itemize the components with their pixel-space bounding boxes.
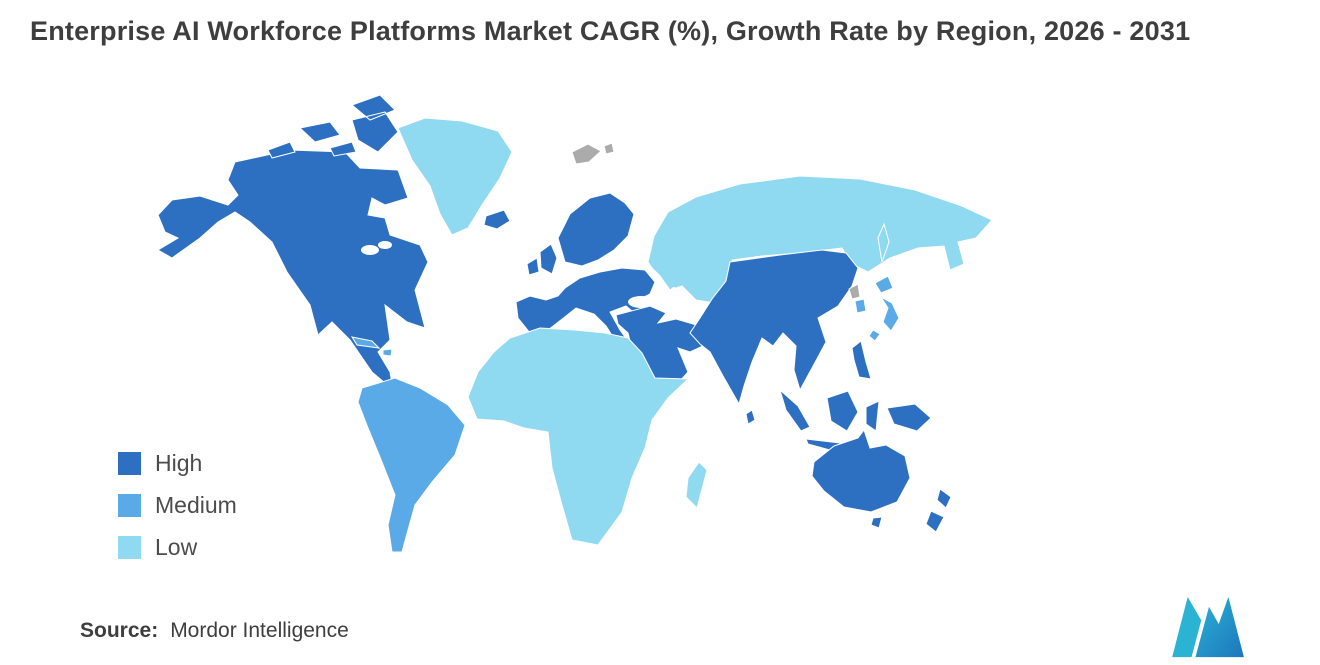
legend-item-low: Low bbox=[118, 534, 237, 561]
region-iceland bbox=[483, 209, 511, 230]
region-japan bbox=[868, 275, 900, 342]
region-greenland bbox=[397, 117, 513, 236]
region-new-zealand bbox=[925, 488, 952, 533]
source-line: Source: Mordor Intelligence bbox=[80, 619, 349, 643]
region-madagascar bbox=[685, 461, 708, 509]
region-scandinavia bbox=[557, 192, 635, 267]
region-sri-lanka bbox=[745, 409, 756, 425]
region-canadian-arctic bbox=[267, 94, 399, 159]
legend-label-low: Low bbox=[155, 534, 198, 560]
logo-right-ribbon bbox=[1195, 597, 1244, 658]
mordor-intelligence-logo bbox=[1172, 597, 1244, 658]
region-africa bbox=[467, 327, 690, 546]
legend-item-high: High bbox=[118, 450, 237, 477]
legend-label-high: High bbox=[155, 450, 203, 476]
great-lakes bbox=[378, 241, 392, 249]
legend-label-medium: Medium bbox=[155, 492, 237, 518]
region-uk-ireland bbox=[526, 243, 558, 276]
page-title: Enterprise AI Workforce Platforms Market… bbox=[30, 16, 1191, 46]
source-label: Source: bbox=[80, 619, 159, 642]
region-russia-central-asia bbox=[647, 175, 993, 305]
region-south-america bbox=[357, 377, 466, 553]
region-china-south-asia bbox=[689, 249, 859, 406]
region-south-korea bbox=[854, 298, 867, 314]
caspian-sea bbox=[668, 287, 680, 313]
legend-swatch-medium bbox=[118, 494, 141, 517]
legend: High Medium Low bbox=[118, 450, 237, 561]
region-north-america bbox=[157, 149, 429, 392]
legend-swatch-high bbox=[118, 452, 141, 475]
legend-swatch-low bbox=[118, 536, 141, 559]
source-value: Mordor Intelligence bbox=[170, 619, 349, 642]
great-lakes bbox=[361, 245, 379, 255]
region-caribbean bbox=[350, 336, 393, 357]
black-sea bbox=[628, 296, 654, 308]
region-svalbard bbox=[571, 142, 615, 165]
region-sakhalin bbox=[877, 222, 890, 263]
region-north-korea bbox=[848, 283, 861, 300]
legend-item-medium: Medium bbox=[118, 492, 237, 519]
logo-left-ribbon bbox=[1172, 597, 1202, 658]
region-australia bbox=[811, 428, 911, 529]
